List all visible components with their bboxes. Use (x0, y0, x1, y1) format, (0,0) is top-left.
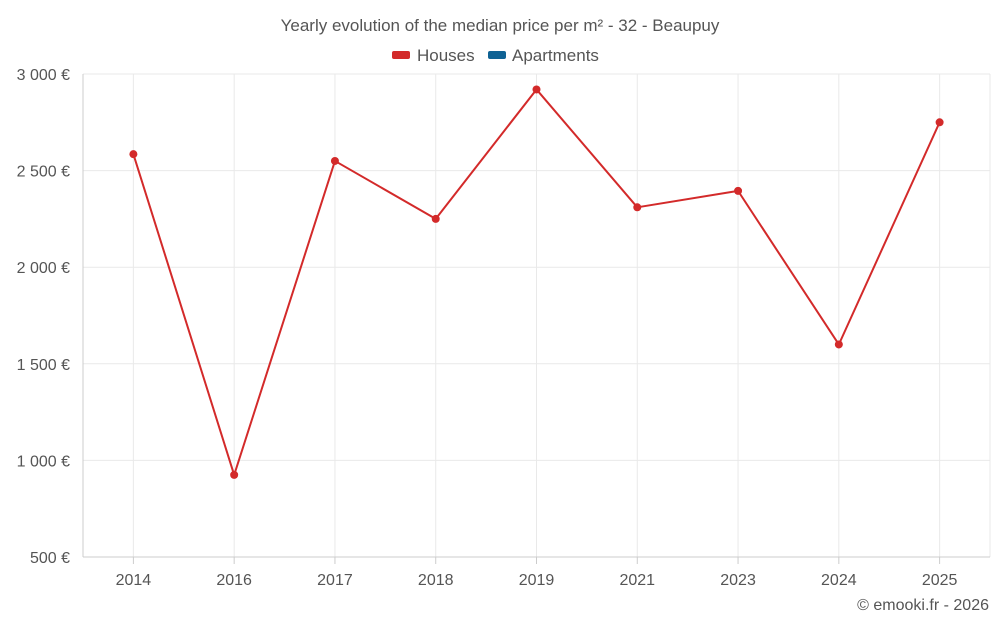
legend-item-houses[interactable]: Houses (392, 46, 475, 65)
data-point-houses-2021[interactable] (633, 203, 642, 212)
grid (83, 73, 991, 557)
legend: Houses Apartments (392, 46, 599, 65)
x-tick-label: 2016 (216, 572, 252, 589)
data-point-houses-2018[interactable] (431, 214, 440, 223)
y-tick-label: 3 000 € (17, 67, 70, 84)
x-tick-label: 2019 (519, 572, 555, 589)
x-tick-label: 2023 (720, 572, 756, 589)
data-point-houses-2023[interactable] (734, 186, 743, 195)
x-tick-label: 2024 (821, 572, 857, 589)
y-tick-label: 2 000 € (17, 260, 70, 277)
x-axis: 2014 2016 2017 2018 2019 2021 2023 2024 2025 (83, 556, 990, 589)
legend-item-apartments[interactable]: Apartments (488, 46, 599, 65)
x-tick-label: 2014 (116, 572, 152, 589)
y-axis: 500 € 1 000 € 1 500 € 2 000 € 2 500 € 3 000 € (17, 67, 84, 567)
data-point-houses-2017[interactable] (330, 156, 339, 165)
x-tick-label: 2017 (317, 572, 353, 589)
legend-label-houses: Houses (417, 46, 475, 65)
data-point-houses-2014[interactable] (129, 150, 138, 159)
data-point-houses-2024[interactable] (834, 340, 843, 349)
x-tick-label: 2018 (418, 572, 454, 589)
y-tick-label: 2 500 € (17, 164, 70, 181)
data-point-houses-2019[interactable] (532, 85, 541, 94)
x-tick-label: 2021 (619, 572, 655, 589)
chart-title: Yearly evolution of the median price per… (281, 16, 720, 35)
legend-swatch-apartments (488, 51, 506, 59)
legend-label-apartments: Apartments (512, 46, 599, 65)
y-tick-label: 500 € (30, 550, 70, 567)
x-tick-label: 2025 (922, 572, 958, 589)
series-houses (129, 85, 944, 479)
y-tick-label: 1 000 € (17, 453, 70, 470)
legend-swatch-houses (392, 51, 410, 59)
credit: © emooki.fr - 2026 (857, 597, 989, 614)
data-point-houses-2016[interactable] (230, 470, 239, 479)
data-point-houses-2025[interactable] (935, 118, 944, 127)
y-tick-label: 1 500 € (17, 357, 70, 374)
